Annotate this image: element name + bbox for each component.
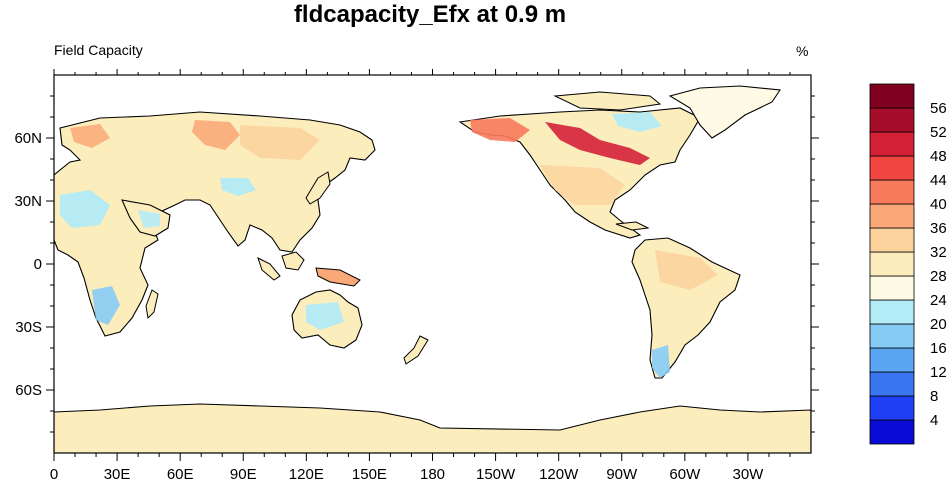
colorbar-label: 28 — [930, 268, 947, 285]
land-greenland — [668, 85, 781, 139]
x-tick-label: 60E — [167, 466, 194, 483]
colorbar-label: 36 — [930, 220, 947, 237]
y-tick-label: 60N — [14, 130, 42, 147]
y-tick-label: 0 — [34, 256, 42, 273]
colorbar-label: 44 — [930, 172, 947, 189]
patch-europe — [70, 124, 110, 148]
x-axis-ticks: 0 30E 60E 90E 120E 150E 180 150W 120W 90W 60W 30W — [50, 69, 791, 483]
y-tick-label: 30S — [15, 319, 42, 336]
x-tick-label: 60W — [669, 466, 701, 483]
colorbar-label: 40 — [930, 196, 947, 213]
colorbar-swatch — [869, 371, 915, 397]
colorbar-label: 4 — [930, 412, 938, 429]
patch-australia-blue — [306, 302, 344, 330]
land-new-zealand — [403, 335, 429, 365]
y-tick-label: 60S — [15, 382, 42, 399]
colorbar-swatch — [869, 275, 915, 301]
colorbar-swatch — [869, 251, 915, 277]
colorbar-swatch — [869, 155, 915, 181]
x-tick-label: 0 — [50, 466, 58, 483]
patch-hudson-blue — [612, 112, 662, 132]
patch-alaska — [470, 118, 530, 142]
map-subtitle: Field Capacity — [54, 42, 143, 58]
patch-siberia-mid — [240, 125, 320, 160]
land-arctic-islands — [553, 91, 662, 111]
patch-sahara-blue — [60, 190, 110, 228]
colorbar-swatch — [869, 179, 915, 205]
patch-canada-red — [545, 122, 650, 165]
colorbar-label: 12 — [930, 364, 947, 381]
x-tick-label: 120E — [289, 466, 324, 483]
land-madagascar — [145, 289, 159, 320]
patch-south-africa-blue — [92, 286, 120, 325]
land-japan — [305, 171, 331, 205]
colorbar-swatch — [869, 83, 915, 109]
land-sumatra — [257, 257, 281, 281]
y-tick-label: 30N — [14, 193, 42, 210]
colorbar-label: 24 — [930, 292, 947, 309]
colorbar-swatch — [869, 299, 915, 325]
patch-patagonia-blue — [652, 345, 670, 378]
colorbar-label: 20 — [930, 316, 947, 333]
colorbar-swatch — [869, 131, 915, 157]
x-tick-label: 90E — [230, 466, 257, 483]
units-label: % — [796, 43, 809, 59]
patch-arabia-blue — [138, 210, 160, 228]
x-tick-label: 180 — [420, 466, 445, 483]
map-title: fldcapacity_Efx at 0.9 m — [293, 1, 567, 28]
land-new-guinea — [315, 267, 361, 287]
colorbar-swatch — [869, 203, 915, 229]
colorbar-swatch — [869, 323, 915, 349]
colorbar-swatch — [869, 107, 915, 133]
patch-russia-high — [192, 120, 240, 150]
patch-central-asia-blue — [220, 178, 256, 196]
colorbar-label: 16 — [930, 340, 947, 357]
colorbar-label: 48 — [930, 148, 947, 165]
y-axis-ticks: 60N 30N 0 30S 60S — [14, 95, 819, 433]
land-caribbean — [615, 221, 650, 231]
x-tick-label: 120W — [539, 466, 579, 483]
colorbar-label: 52 — [930, 124, 947, 141]
x-tick-label: 30E — [104, 466, 131, 483]
colorbar-label: 8 — [930, 388, 938, 405]
land-antarctica — [54, 403, 811, 453]
patch-usa — [540, 165, 625, 205]
colorbar-label: 56 — [930, 100, 947, 117]
x-tick-label: 150E — [352, 466, 387, 483]
land-borneo — [281, 251, 305, 271]
colorbar-swatch — [869, 419, 915, 445]
x-tick-label: 150W — [476, 466, 516, 483]
land-eurasia-africa — [54, 111, 376, 337]
land-layer — [54, 85, 811, 453]
patch-amazon — [655, 250, 718, 290]
colorbar-swatch — [869, 227, 915, 253]
colorbar-label: 32 — [930, 244, 947, 261]
colorbar-swatch — [869, 347, 915, 373]
x-tick-label: 30W — [732, 466, 764, 483]
colorbar-swatch — [869, 395, 915, 421]
x-tick-label: 90W — [606, 466, 638, 483]
